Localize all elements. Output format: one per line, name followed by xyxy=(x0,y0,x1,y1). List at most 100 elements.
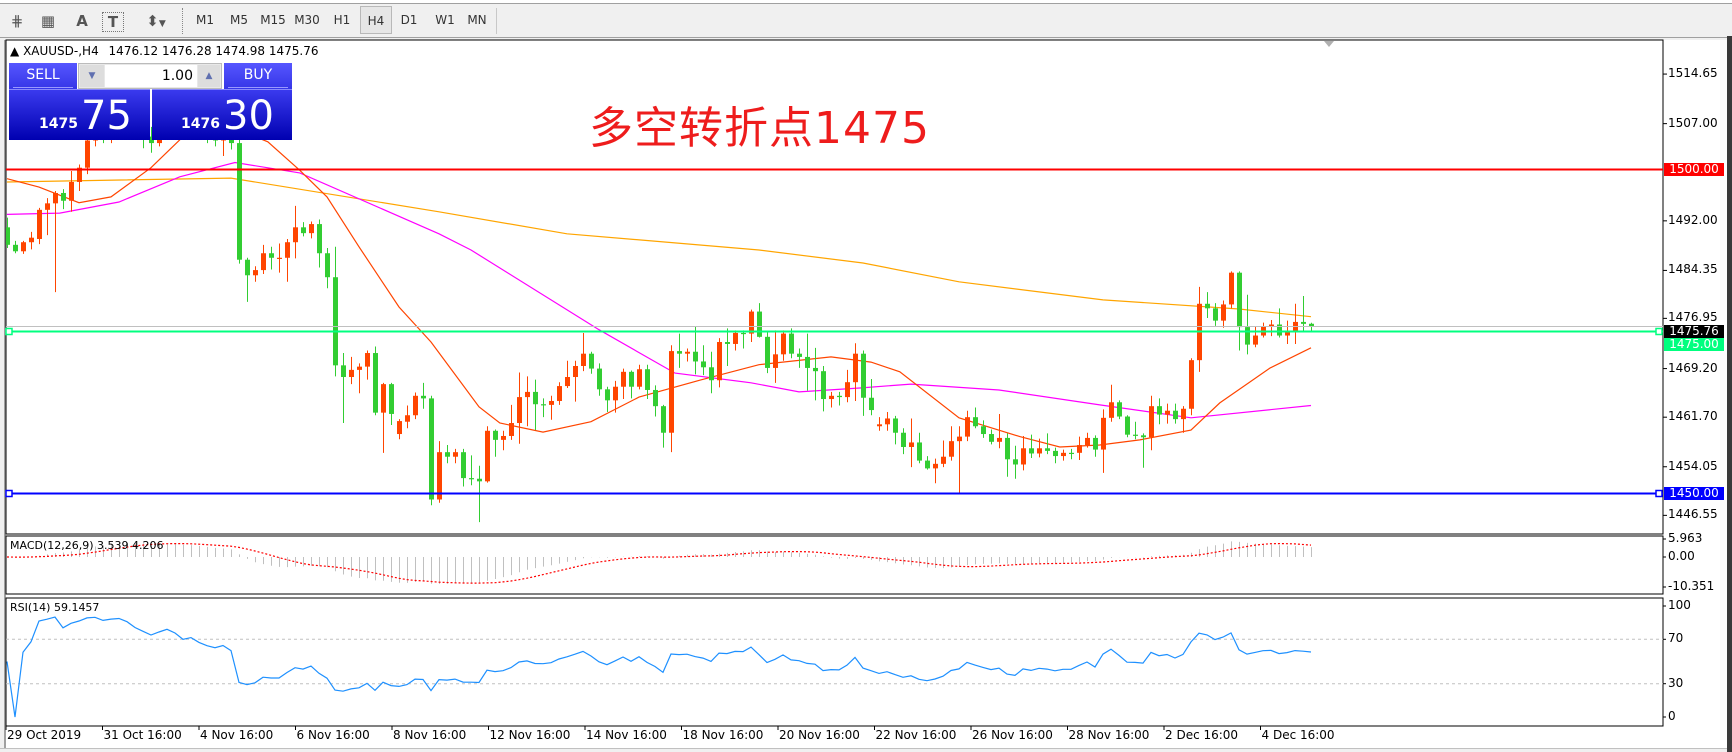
macd-pane xyxy=(5,535,1664,595)
candle xyxy=(1117,400,1122,420)
candle xyxy=(525,376,530,427)
timeframe-w1[interactable]: W1 xyxy=(435,13,455,27)
toolbar-grip[interactable] xyxy=(182,8,185,34)
timeframe-m5[interactable]: M5 xyxy=(230,13,248,27)
candle xyxy=(357,363,362,394)
candle-body xyxy=(1309,323,1314,327)
volume-increase-button[interactable]: ▲ xyxy=(198,65,220,87)
candle xyxy=(1269,319,1274,337)
timeframe-h4[interactable]: H4 xyxy=(360,6,392,34)
fibonacci-expansion-icon[interactable]: ⋕ xyxy=(10,12,24,30)
candle-body xyxy=(909,442,914,447)
timeframe-m15[interactable]: M15 xyxy=(260,13,286,27)
candle xyxy=(765,332,770,374)
candle-body xyxy=(1109,402,1114,418)
timeframe-d1[interactable]: D1 xyxy=(400,13,418,27)
candle xyxy=(277,243,282,273)
candle xyxy=(1189,358,1194,416)
candle xyxy=(381,382,386,453)
timeframe-h1[interactable]: H1 xyxy=(333,13,351,27)
candle-body xyxy=(501,435,506,440)
candle xyxy=(397,419,402,440)
candle xyxy=(21,240,26,254)
candle xyxy=(333,246,338,377)
candle-body xyxy=(269,253,274,258)
text-icon[interactable]: A xyxy=(76,12,88,30)
candle-body xyxy=(917,442,922,461)
candle xyxy=(877,417,882,431)
date-axis-label: 6 Nov 16:00 xyxy=(296,728,370,742)
rsi-axis-label: 70 xyxy=(1668,631,1684,646)
candle xyxy=(517,372,522,444)
candle-body xyxy=(397,421,402,435)
candle-body xyxy=(6,227,10,245)
candle xyxy=(445,445,450,464)
collapse-triangle-icon[interactable]: ▲ xyxy=(10,44,20,58)
timeframe-m1[interactable]: M1 xyxy=(196,13,214,27)
candle xyxy=(837,391,842,406)
arrows-icon[interactable]: ⬍▼ xyxy=(138,10,174,32)
candle-body xyxy=(261,253,266,271)
candle xyxy=(885,412,890,431)
candle-body xyxy=(1173,410,1178,420)
price-axis-label: 1484.35 xyxy=(1668,262,1718,277)
date-axis-label: 20 Nov 16:00 xyxy=(779,728,860,742)
volume-input[interactable]: 1.00 xyxy=(105,65,197,87)
candle xyxy=(653,385,658,417)
candle-body xyxy=(245,259,250,276)
fibonacci-fan-icon[interactable]: ▦ xyxy=(40,12,56,30)
rsi-axis-label: 30 xyxy=(1668,675,1684,690)
sell-button[interactable]: SELL xyxy=(9,63,77,90)
candle xyxy=(1181,406,1186,433)
line-handle-left xyxy=(5,489,13,498)
candle xyxy=(589,351,594,374)
candle-body xyxy=(813,367,818,372)
candle xyxy=(1021,435,1026,471)
sell-price-button[interactable]: 1475 75 xyxy=(9,89,150,140)
candle-body xyxy=(941,456,946,464)
candle-body xyxy=(485,430,490,482)
candle xyxy=(469,455,474,486)
buy-button[interactable]: BUY xyxy=(224,63,292,90)
date-axis-label: 14 Nov 16:00 xyxy=(586,728,667,742)
candle-body xyxy=(1029,448,1034,454)
candle-body xyxy=(677,351,682,354)
timeframe-m30[interactable]: M30 xyxy=(294,13,320,27)
candle xyxy=(1101,409,1106,473)
candle xyxy=(453,448,458,464)
timeframe-mn[interactable]: MN xyxy=(467,13,487,27)
candle xyxy=(261,244,266,274)
candle xyxy=(965,410,970,442)
price-axis-label: 1461.70 xyxy=(1668,409,1718,424)
candle xyxy=(909,418,914,468)
volume-decrease-button[interactable]: ▼ xyxy=(80,65,104,87)
candle xyxy=(557,382,562,405)
candle xyxy=(1037,438,1042,458)
candle-body xyxy=(253,270,258,276)
volume-spinner: ▼ 1.00 ▲ xyxy=(78,63,222,89)
candle xyxy=(1005,433,1010,477)
text-label-icon[interactable]: T xyxy=(102,12,124,32)
candle-body xyxy=(301,227,306,234)
rsi-plot xyxy=(6,616,1663,718)
candle xyxy=(629,370,634,399)
candle xyxy=(1245,294,1250,355)
rsi-line xyxy=(6,616,1312,718)
candle-body xyxy=(1205,303,1210,309)
candle xyxy=(253,266,258,282)
candle-body xyxy=(1213,308,1218,321)
candle-body xyxy=(797,353,802,357)
candle-body xyxy=(29,237,34,243)
candle-body xyxy=(405,415,410,422)
candle-body xyxy=(1189,360,1194,409)
candle-body xyxy=(925,460,930,469)
candle-body xyxy=(749,311,754,334)
line-handle-right xyxy=(1655,327,1663,336)
date-axis-label: 28 Nov 16:00 xyxy=(1068,728,1150,742)
buy-price-button[interactable]: 1476 30 xyxy=(152,89,292,140)
candle xyxy=(1069,448,1074,460)
candle xyxy=(661,404,666,448)
candle-body xyxy=(829,395,834,400)
candle xyxy=(981,420,986,438)
